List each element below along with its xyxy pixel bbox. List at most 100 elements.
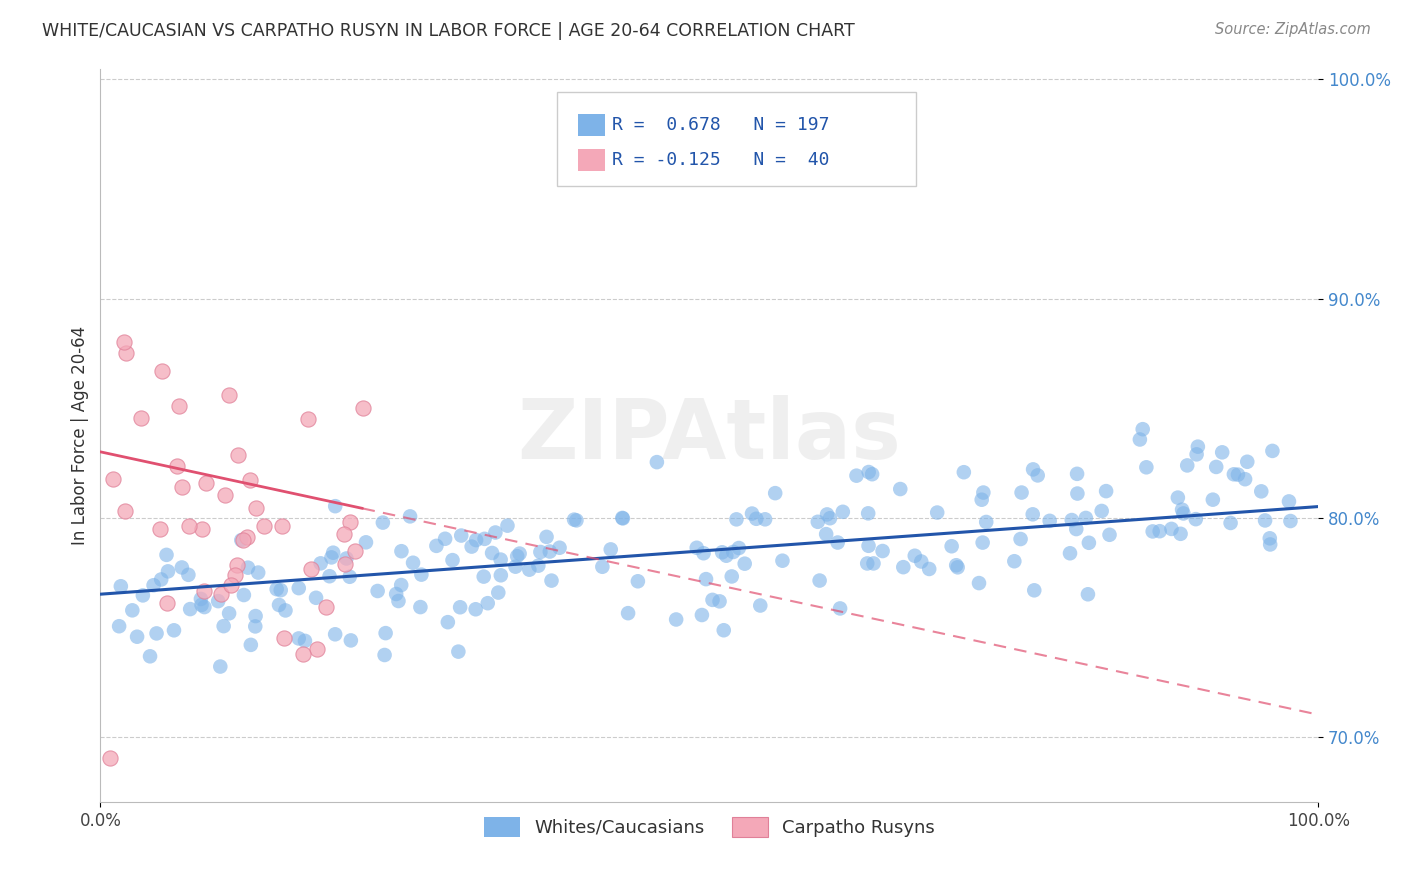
Point (1187, 440, 1209, 454)
Point (1074, 511, 1097, 525)
Point (321, 550, 343, 565)
Point (323, 627, 346, 641)
Point (1060, 513, 1083, 527)
Text: R =  0.678   N = 197: R = 0.678 N = 197 (612, 116, 830, 134)
Point (527, 558, 550, 573)
Point (236, 531, 259, 545)
Point (754, 512, 776, 526)
Point (1064, 522, 1087, 536)
Point (1219, 516, 1241, 530)
Point (291, 647, 314, 661)
Text: Source: ZipAtlas.com: Source: ZipAtlas.com (1215, 22, 1371, 37)
Point (98, 751, 121, 765)
Point (305, 641, 328, 656)
Point (505, 559, 527, 574)
Point (333, 527, 356, 541)
Point (548, 541, 571, 555)
Point (716, 549, 738, 563)
Point (702, 593, 724, 607)
Point (155, 548, 177, 562)
Point (1066, 486, 1088, 500)
Point (385, 587, 408, 601)
Point (970, 492, 993, 507)
Point (1234, 472, 1257, 486)
Point (115, 346, 138, 360)
Point (860, 467, 883, 482)
Point (156, 596, 179, 610)
Point (1184, 512, 1206, 526)
Point (112, 335, 135, 350)
Point (481, 546, 503, 560)
Point (741, 507, 763, 521)
Point (538, 544, 561, 558)
Point (193, 584, 215, 599)
Point (339, 515, 361, 529)
Point (690, 607, 713, 622)
Point (858, 539, 880, 553)
Point (354, 535, 377, 549)
Point (1171, 502, 1194, 516)
Point (711, 545, 734, 559)
Point (1026, 468, 1049, 483)
Point (195, 475, 218, 490)
Point (807, 515, 830, 529)
Point (489, 568, 512, 582)
Point (323, 499, 346, 513)
Point (247, 566, 270, 580)
Point (170, 480, 193, 494)
Point (399, 509, 422, 524)
Point (517, 563, 540, 577)
Point (465, 533, 488, 547)
Point (449, 600, 471, 615)
Point (862, 557, 884, 571)
Point (170, 560, 193, 574)
Point (270, 519, 292, 533)
Point (402, 556, 425, 570)
Point (506, 549, 529, 564)
Point (763, 486, 786, 500)
Point (266, 582, 288, 596)
Point (231, 533, 253, 548)
Point (434, 532, 457, 546)
Point (1175, 458, 1198, 473)
Point (1135, 460, 1157, 475)
Point (591, 559, 613, 574)
Point (212, 619, 235, 633)
Point (845, 468, 868, 483)
Point (1167, 491, 1189, 505)
Point (745, 512, 768, 526)
Point (441, 553, 464, 567)
Point (150, 364, 173, 378)
Point (1250, 484, 1272, 499)
Point (177, 567, 200, 582)
Point (1258, 531, 1281, 545)
Point (728, 541, 751, 555)
Point (1173, 507, 1195, 521)
Point (167, 399, 190, 413)
Point (856, 506, 879, 520)
Point (114, 503, 136, 517)
Text: ZIPAtlas: ZIPAtlas (517, 395, 901, 476)
Point (953, 465, 976, 479)
Point (209, 659, 232, 673)
Point (190, 598, 212, 612)
Point (287, 581, 309, 595)
Point (226, 558, 249, 573)
Point (808, 574, 831, 588)
Point (1077, 536, 1099, 550)
Point (904, 549, 927, 563)
Point (127, 630, 149, 644)
Point (815, 527, 838, 541)
Point (910, 554, 932, 568)
Point (179, 602, 201, 616)
Point (536, 530, 558, 544)
Point (1022, 462, 1045, 476)
Point (1142, 524, 1164, 539)
Point (274, 603, 297, 617)
Point (617, 606, 640, 620)
Point (232, 588, 254, 602)
Point (139, 649, 162, 664)
Point (190, 591, 212, 606)
Point (946, 560, 969, 574)
Point (309, 557, 332, 571)
